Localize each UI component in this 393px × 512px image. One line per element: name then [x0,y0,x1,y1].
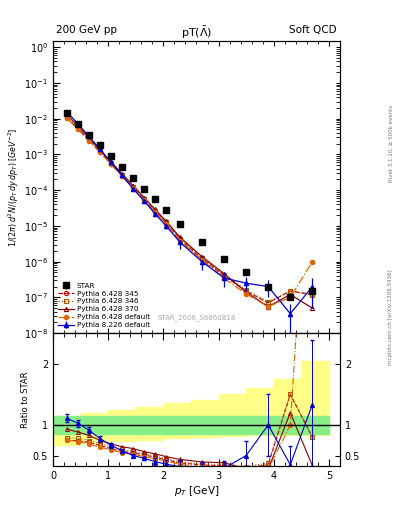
Pythia 6.428 370 [222,271,226,277]
Pythia 6.428 345 [64,115,69,121]
Pythia 6.428 346 [266,299,270,305]
Pythia 6.428 346 [142,196,147,202]
Pythia 6.428 345 [131,184,136,190]
Pythia 6.428 370 [119,170,124,177]
Pythia 6.428 346 [119,172,124,178]
Pythia 6.428 346 [131,184,136,190]
Pythia 6.428 345 [108,161,113,167]
Pythia 6.428 370 [97,147,102,153]
Pythia 6.428 346 [222,272,226,278]
Pythia 6.428 346 [97,148,102,154]
Pythia 6.428 346 [178,236,182,242]
Text: STAR_2006_S6860818: STAR_2006_S6860818 [157,315,236,322]
Text: Soft QCD: Soft QCD [290,25,337,35]
Pythia 6.428 346 [288,288,293,294]
Pythia 6.428 345 [153,208,158,214]
Pythia 6.428 345 [119,173,124,179]
Pythia 6.428 345 [86,137,91,143]
Pythia 6.428 346 [153,207,158,214]
Pythia 6.428 345 [222,273,226,279]
Legend: STAR, Pythia 6.428 345, Pythia 6.428 346, Pythia 6.428 370, Pythia 6.428 default: STAR, Pythia 6.428 345, Pythia 6.428 346… [57,281,151,330]
X-axis label: $p_T$ [GeV]: $p_T$ [GeV] [174,483,219,498]
Pythia 6.428 370 [288,291,293,297]
Pythia 6.428 370 [75,123,80,129]
Pythia 6.428 345 [310,291,315,297]
Pythia 6.428 346 [244,287,248,293]
Pythia 6.428 370 [310,305,315,311]
Pythia 6.428 346 [75,125,80,131]
Pythia 6.428 345 [200,256,204,262]
Pythia 6.428 370 [108,159,113,165]
Y-axis label: Ratio to STAR: Ratio to STAR [21,371,30,428]
Pythia 6.428 370 [164,218,169,224]
Pythia 6.428 346 [164,219,169,225]
Pythia 6.428 345 [288,288,293,294]
Pythia 6.428 346 [108,160,113,166]
Pythia 6.428 345 [97,148,102,155]
Line: Pythia 6.428 346: Pythia 6.428 346 [65,115,314,304]
Pythia 6.428 370 [266,304,270,310]
Pythia 6.428 346 [200,255,204,261]
Pythia 6.428 370 [153,206,158,212]
Title: pT($\bar{\Lambda}$): pT($\bar{\Lambda}$) [181,25,212,41]
Pythia 6.428 345 [164,220,169,226]
Pythia 6.428 370 [142,195,147,201]
Pythia 6.428 370 [131,182,136,188]
Pythia 6.428 370 [244,289,248,295]
Y-axis label: $1/(2\pi)\,d^2N/(p_T\,dy\,dp_T)\,[GeV^{-2}]$: $1/(2\pi)\,d^2N/(p_T\,dy\,dp_T)\,[GeV^{-… [7,127,21,247]
Pythia 6.428 346 [86,137,91,143]
Pythia 6.428 345 [142,196,147,202]
Line: Pythia 6.428 370: Pythia 6.428 370 [65,113,314,310]
Text: Rivet 3.1.10, ≥ 500k events: Rivet 3.1.10, ≥ 500k events [388,105,393,182]
Pythia 6.428 370 [178,234,182,240]
Pythia 6.428 370 [86,135,91,141]
Pythia 6.428 370 [200,253,204,260]
Pythia 6.428 370 [64,112,69,118]
Pythia 6.428 345 [244,288,248,294]
Pythia 6.428 345 [266,300,270,306]
Text: mcplots.cern.ch [arXiv:1306.3436]: mcplots.cern.ch [arXiv:1306.3436] [388,270,393,365]
Pythia 6.428 345 [75,126,80,132]
Pythia 6.428 346 [64,114,69,120]
Line: Pythia 6.428 345: Pythia 6.428 345 [65,116,314,305]
Pythia 6.428 345 [178,237,182,243]
Pythia 6.428 346 [310,291,315,297]
Text: 200 GeV pp: 200 GeV pp [56,25,117,35]
